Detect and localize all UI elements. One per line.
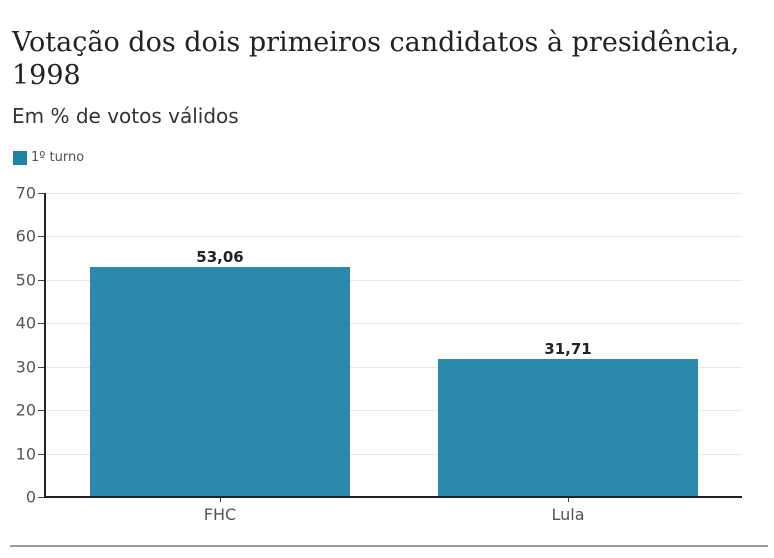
bar-value-label: 53,06: [196, 247, 244, 266]
legend-swatch-icon: [13, 150, 27, 165]
bar-fhc: [90, 266, 350, 497]
y-tick-mark: [38, 410, 44, 412]
y-tick-mark: [38, 497, 44, 498]
y-tick-label: 50: [15, 270, 36, 290]
footer-divider: [10, 545, 768, 547]
legend-label: 1º turno: [31, 150, 85, 165]
gridline: [44, 323, 742, 325]
gridline: [44, 236, 742, 238]
y-tick-mark: [38, 366, 44, 368]
y-tick-label: 60: [15, 226, 36, 246]
gridline: [44, 193, 742, 194]
gridline: [44, 453, 742, 455]
y-tick-mark: [38, 236, 44, 238]
bar-value-label: 31,71: [544, 340, 592, 359]
x-tick-label: Lula: [551, 505, 585, 524]
y-tick-label: 40: [15, 313, 36, 333]
gridline: [44, 279, 742, 281]
y-tick-label: 70: [15, 183, 36, 203]
y-axis-line: [44, 193, 46, 498]
x-tick-mark: [220, 497, 221, 502]
x-tick-label: FHC: [203, 505, 237, 524]
x-tick-mark: [568, 497, 569, 502]
y-tick-mark: [38, 193, 44, 194]
y-tick-mark: [38, 279, 44, 281]
y-tick-mark: [38, 453, 44, 455]
y-tick-label: 30: [15, 357, 36, 377]
y-tick-label: 20: [15, 400, 36, 420]
plot-area: 0 10 20 30 40 50 60 70 53,06 FHC 31,71 Lula: [16, 184, 742, 524]
y-tick-mark: [38, 323, 44, 325]
y-tick-label: 10: [15, 444, 36, 464]
chart-subtitle: Em % de votos válidos: [12, 104, 239, 128]
gridline: [44, 366, 742, 368]
x-axis-line: [44, 496, 742, 498]
legend: 1º turno: [13, 150, 84, 165]
gridline: [44, 410, 742, 412]
bar-lula: [438, 359, 698, 497]
y-tick-label: 0: [25, 487, 36, 507]
chart-title: Votação dos dois primeiros candidatos à …: [12, 27, 740, 91]
